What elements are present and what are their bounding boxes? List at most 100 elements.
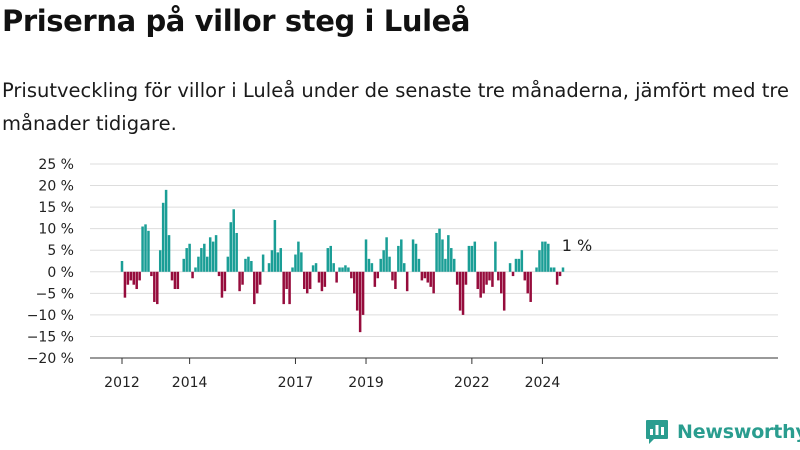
bar [235, 232, 238, 272]
bar [470, 245, 474, 272]
bar [382, 250, 385, 272]
bar [444, 258, 447, 272]
y-tick-label: −20 % [27, 351, 74, 367]
bar [555, 271, 559, 285]
bar [182, 258, 185, 272]
bar [364, 239, 368, 272]
bar [291, 267, 294, 272]
bar [388, 256, 391, 272]
bar [208, 237, 212, 272]
bar [161, 202, 165, 272]
bar [323, 271, 327, 287]
bar [326, 248, 330, 272]
bar [135, 271, 138, 290]
bar [297, 241, 300, 272]
bar [279, 248, 283, 272]
bar [429, 271, 432, 287]
bar [438, 228, 441, 272]
bar [464, 271, 468, 285]
bar [529, 271, 532, 302]
bar [544, 241, 547, 272]
bar [123, 271, 127, 298]
bar [311, 265, 315, 272]
bar [376, 271, 380, 279]
bar [129, 271, 133, 281]
bar [238, 271, 241, 292]
bar [455, 271, 459, 285]
bar [232, 209, 235, 272]
bar [314, 263, 318, 272]
bar [173, 271, 177, 290]
bar [541, 241, 544, 272]
bar [373, 271, 377, 287]
bar [488, 271, 491, 281]
bar [332, 263, 335, 272]
bar [526, 271, 529, 294]
bar [194, 267, 197, 272]
bar [191, 271, 194, 279]
bar [226, 256, 230, 272]
bar [547, 243, 550, 272]
bar [305, 271, 309, 294]
bar [450, 248, 453, 272]
bar [217, 271, 221, 277]
bar [164, 189, 168, 272]
x-tick-label: 2014 [172, 375, 208, 391]
bar [273, 220, 277, 272]
bar [414, 243, 418, 272]
bar [411, 239, 415, 272]
bar [358, 271, 362, 333]
bar [294, 254, 297, 272]
bar [423, 271, 427, 279]
bar [250, 261, 253, 272]
bar [267, 263, 271, 272]
bar [308, 271, 312, 290]
bar [400, 239, 403, 272]
bar [126, 271, 130, 285]
last-value-annotation: 1 % [562, 236, 592, 255]
bar [288, 271, 291, 305]
bar [476, 271, 479, 290]
bar [241, 271, 244, 285]
bar [405, 271, 409, 292]
bar [561, 267, 565, 272]
bar [120, 261, 124, 272]
bar [385, 237, 388, 272]
bar [203, 243, 206, 272]
bar [214, 235, 218, 272]
bar [420, 271, 424, 281]
bar [370, 263, 374, 272]
bar [170, 271, 174, 281]
bar [502, 271, 506, 311]
brand-name: Newsworthy [677, 421, 800, 443]
gridlines [90, 163, 778, 359]
bar [258, 271, 262, 285]
bar [147, 230, 150, 272]
y-tick-label: 20 % [38, 179, 74, 195]
bar [156, 271, 159, 305]
bar [276, 252, 280, 272]
bar [132, 271, 136, 285]
chart-title: Priserna på villor steg i Luleå [2, 4, 471, 38]
bar [538, 250, 541, 272]
bar [482, 271, 485, 294]
bar [394, 271, 397, 290]
bar [479, 271, 482, 298]
x-axis-ticks: 2012 2014 2017 2019 2022 2024 [90, 357, 778, 391]
bar [391, 271, 394, 281]
bar [200, 248, 203, 272]
bar [335, 271, 338, 283]
bar [223, 271, 227, 292]
y-tick-label: 15 % [38, 200, 74, 216]
bar [452, 258, 456, 272]
bar [494, 241, 497, 272]
bar [144, 224, 147, 272]
bar [426, 271, 430, 283]
bar [153, 271, 156, 302]
bar [523, 271, 527, 281]
x-tick-label: 2012 [104, 375, 140, 391]
bar [247, 256, 250, 272]
bar [255, 271, 259, 294]
y-axis-ticks: 25 % 20 % 15 % 10 % 5 % 0 % −5 % −10 % −15 % −20 … [27, 157, 74, 367]
